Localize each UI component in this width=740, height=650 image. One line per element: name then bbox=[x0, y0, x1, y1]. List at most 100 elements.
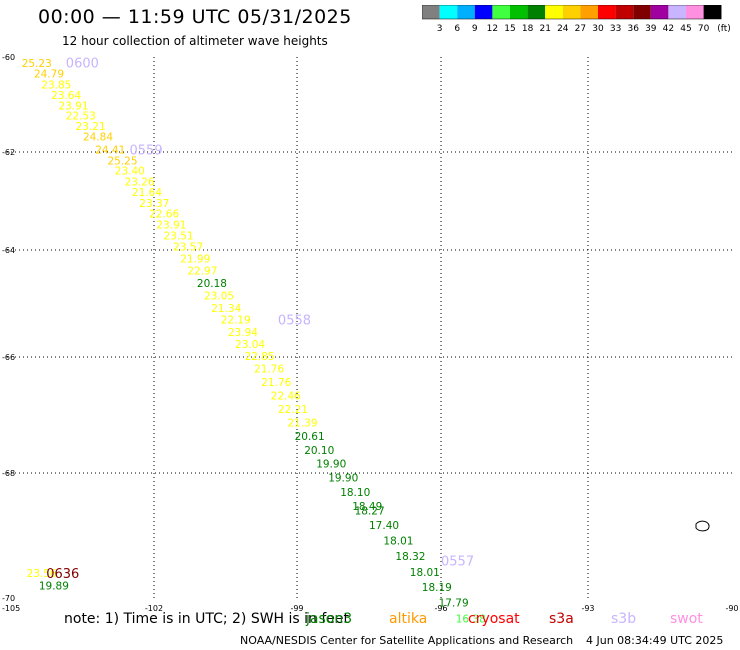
wave-height-value: 18.49 bbox=[352, 501, 382, 513]
page-title: 00:00 — 11:59 UTC 05/31/2025 bbox=[38, 6, 352, 28]
wave-height-value: 24.84 bbox=[83, 131, 113, 143]
colorbar-tick-label: 45 bbox=[680, 24, 691, 34]
wave-height-value: 25.25 bbox=[107, 155, 137, 167]
latitude-tick-label: -60 bbox=[2, 53, 15, 62]
wave-height-value: 21.76 bbox=[261, 377, 291, 389]
colorbar-tick-label: 27 bbox=[575, 24, 586, 34]
wave-height-value: 22.66 bbox=[149, 209, 179, 221]
wave-height-value: 23.40 bbox=[115, 166, 145, 178]
colorbar-tick-label: 18 bbox=[522, 24, 534, 34]
track-time-label: 0559 bbox=[130, 144, 163, 159]
color-swatch bbox=[562, 5, 581, 19]
wave-height-value: 19.89 bbox=[39, 581, 69, 593]
wave-height-value: 22.19 bbox=[221, 315, 251, 327]
track-time-label: 0600 bbox=[66, 57, 99, 72]
wave-height-value: 23.91 bbox=[156, 220, 186, 232]
wave-height-value: 21.64 bbox=[132, 187, 162, 199]
latitude-tick-label: -62 bbox=[2, 148, 15, 157]
wave-height-value: 19.90 bbox=[316, 459, 346, 471]
page-subtitle: 12 hour collection of altimeter wave hei… bbox=[62, 34, 328, 48]
colorbar-tick-label: 70 bbox=[698, 24, 710, 34]
colorbar-frame bbox=[422, 5, 722, 20]
longitude-tick-label: -93 bbox=[581, 604, 594, 613]
wave-height-value: 21.76 bbox=[254, 364, 284, 376]
colorbar-tick-label: 15 bbox=[504, 24, 515, 34]
footer-note: note: 1) Time is in UTC; 2) SWH is in fe… bbox=[64, 611, 350, 627]
wave-height-value: 17.79 bbox=[439, 597, 469, 609]
color-swatch bbox=[457, 5, 475, 19]
wave-height-value: 22.97 bbox=[187, 265, 217, 277]
wave-height-value: 18.10 bbox=[340, 487, 370, 499]
credit-text: NOAA/NESDIS Center for Satellite Applica… bbox=[240, 634, 574, 647]
wave-height-value: 23.37 bbox=[139, 198, 169, 210]
color-swatch bbox=[650, 5, 669, 19]
colorbar-tick-label: 9 bbox=[472, 24, 478, 34]
wave-height-value: 23.64 bbox=[51, 90, 81, 102]
satellite-jason3-label: jason3 bbox=[306, 611, 353, 627]
track-time-label: 0558 bbox=[278, 314, 311, 329]
wave-height-value: 23.94 bbox=[228, 327, 258, 339]
wave-height-value: 23.21 bbox=[76, 121, 106, 133]
color-scale-legend: 3 6 9 12 15 18 21 24 27 30 33 36 39 42 45 70 (ft) bbox=[422, 5, 731, 34]
color-swatch bbox=[422, 5, 440, 19]
color-swatch bbox=[633, 5, 651, 19]
colorbar-tick-label: 33 bbox=[610, 24, 621, 34]
colorbar-tick-label: 3 bbox=[437, 24, 443, 34]
wave-height-value: 17.40 bbox=[369, 520, 399, 532]
wave-height-value: 23.26 bbox=[125, 176, 155, 188]
wave-height-value: 19.90 bbox=[328, 472, 358, 484]
wave-height-value: 22.85 bbox=[245, 351, 275, 363]
wave-height-value: 21.99 bbox=[180, 254, 210, 266]
wave-height-value: 23.51 bbox=[164, 230, 194, 242]
color-swatch bbox=[598, 5, 616, 19]
latitude-tick-label: -70 bbox=[2, 594, 15, 603]
wave-height-value: 23.91 bbox=[58, 100, 88, 112]
wave-height-value: 23.05 bbox=[204, 290, 234, 302]
color-swatch bbox=[439, 5, 458, 19]
wave-height-value: 25.23 bbox=[22, 58, 52, 70]
color-swatch bbox=[492, 5, 510, 19]
wave-height-value: 21.34 bbox=[211, 303, 241, 315]
color-swatch bbox=[668, 5, 686, 19]
longitude-tick-label: -102 bbox=[145, 604, 163, 613]
longitude-tick-label: -96 bbox=[434, 604, 447, 613]
satellite-s3b-label: s3b bbox=[611, 611, 637, 627]
longitude-tick-label: -90 bbox=[725, 604, 738, 613]
colorbar-tick-label: 36 bbox=[627, 24, 639, 34]
wave-height-value: 23.04 bbox=[235, 339, 265, 351]
satellite-s3a-label: s3a bbox=[549, 611, 574, 627]
satellite-altika-label: altika bbox=[389, 611, 428, 627]
color-swatch bbox=[527, 5, 546, 19]
color-swatch bbox=[686, 5, 704, 19]
wave-height-value: 18.32 bbox=[395, 551, 425, 563]
wave-height-value: 24.41 bbox=[95, 145, 125, 157]
longitude-tick-label: -99 bbox=[290, 604, 303, 613]
colorbar-tick-label: 42 bbox=[663, 24, 674, 34]
latitude-tick-label: -64 bbox=[2, 246, 15, 255]
color-swatch bbox=[545, 5, 563, 19]
wave-height-value: 22.53 bbox=[66, 110, 96, 122]
color-swatch bbox=[703, 5, 722, 19]
track-time-label: 0557 bbox=[441, 555, 474, 570]
wave-height-value: 18.27 bbox=[355, 506, 385, 518]
colorbar-tick-label: 6 bbox=[454, 24, 460, 34]
color-swatch bbox=[474, 5, 493, 19]
track-time-label: 0636 bbox=[46, 567, 79, 582]
wave-height-value: 20.61 bbox=[295, 431, 325, 443]
wave-height-value: 18.19 bbox=[422, 582, 452, 594]
color-swatch bbox=[510, 5, 528, 19]
satellite-swot-label: swot bbox=[670, 611, 703, 627]
colorbar-tick-label: 24 bbox=[557, 24, 569, 34]
wave-height-value: 24.79 bbox=[34, 69, 64, 81]
longitude-tick-label: -105 bbox=[2, 604, 20, 613]
latitude-tick-label: -66 bbox=[2, 353, 15, 362]
generated-timestamp: 4 Jun 08:34:49 UTC 2025 bbox=[586, 634, 724, 647]
wave-height-value: 21.39 bbox=[287, 418, 317, 430]
latitude-tick-label: -68 bbox=[2, 469, 15, 478]
wave-height-value: 22.46 bbox=[271, 390, 301, 402]
colorbar-unit-label: (ft) bbox=[717, 24, 731, 34]
colorbar-tick-label: 21 bbox=[539, 24, 550, 34]
wave-height-value: 18.01 bbox=[410, 567, 440, 579]
colorbar-tick-label: 39 bbox=[645, 24, 657, 34]
